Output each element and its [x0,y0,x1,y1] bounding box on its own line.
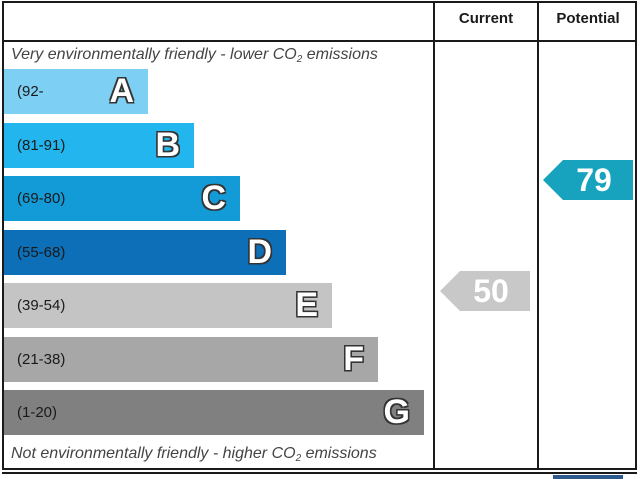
band-d: (55-68) D [4,229,286,275]
band-b: (81-91) B [4,122,194,168]
arrow-shape [440,270,530,311]
band-g: (1-20) G [4,390,424,435]
header-divider [2,40,637,42]
arrow-polygon [440,270,530,311]
band-range-label: (81-91) [17,136,66,154]
rating-value: 79 [576,161,612,198]
band-range-label: (1-20) [17,404,58,421]
band-range-label: (92- [17,83,44,100]
current-column-header: Current [458,10,514,27]
rating-value: 50 [473,272,509,309]
current-rating-arrow: 50 [440,270,530,311]
bottom-strip [2,472,637,479]
band-letter: B [155,125,180,164]
band-range-label: (55-68) [17,243,66,261]
band-letter: C [201,179,226,217]
arrow-polygon [543,159,633,200]
arrow-shape [543,159,633,200]
band-f: (21-38) F [4,336,378,382]
band-letter: F [343,339,364,378]
bottom-note: Not environmentally friendly - higher CO… [11,445,377,464]
band-a: (92- A [4,69,148,114]
band-e: (39-54) E [4,283,332,328]
band-letter: D [247,232,272,271]
bottom-mark [553,475,623,479]
band-range-label: (69-80) [17,190,66,207]
top-note: Very environmentally friendly - lower CO… [11,46,378,65]
band-c: (69-80) C [4,176,240,221]
chart-frame [2,1,637,470]
band-letter: G [383,393,410,431]
band-letter: A [109,72,134,110]
divider-current [433,1,435,470]
band-range-label: (39-54) [17,297,66,314]
potential-column-header: Potential [556,10,620,27]
potential-rating-arrow: 79 [543,159,633,200]
band-range-label: (21-38) [17,350,66,368]
band-letter: E [295,286,318,324]
divider-potential [537,1,539,470]
